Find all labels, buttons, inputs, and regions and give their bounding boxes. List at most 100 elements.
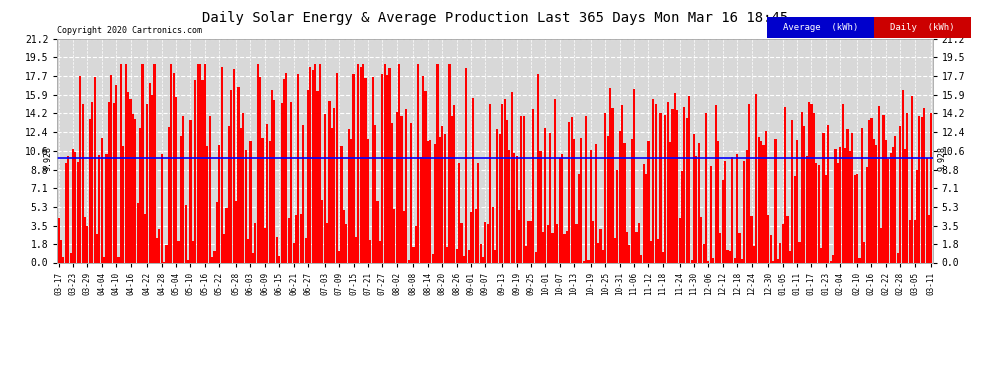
Bar [669,142,671,262]
Bar [482,257,484,262]
Bar [369,240,371,262]
Bar [808,102,810,262]
Bar [722,180,724,262]
Bar [739,233,741,262]
Bar [189,120,192,262]
Bar [343,210,346,262]
Bar [391,123,393,262]
Bar [691,260,693,262]
Text: Daily  (kWh): Daily (kWh) [890,22,955,32]
Bar [139,129,142,262]
Bar [314,64,316,262]
Bar [511,93,513,262]
Bar [228,126,230,262]
Bar [583,261,585,262]
Bar [649,242,652,262]
Bar [118,257,120,262]
Bar [388,68,391,262]
Bar [96,234,98,262]
Bar [113,104,115,262]
Bar [602,250,604,262]
Bar [540,151,542,262]
Bar [204,64,206,262]
Bar [142,64,144,262]
Bar [319,64,321,262]
Bar [160,154,162,262]
Bar [422,76,424,262]
Bar [654,104,656,262]
Bar [844,148,846,262]
Bar [757,137,760,262]
Bar [405,109,407,262]
Bar [295,214,297,262]
Bar [794,176,796,262]
Bar [568,122,570,262]
Bar [580,138,582,262]
Bar [400,116,403,262]
Bar [86,226,88,262]
Bar [331,128,333,262]
Bar [693,134,695,262]
Bar [312,70,314,262]
Bar [364,78,366,262]
Bar [644,174,647,262]
Bar [678,218,681,262]
Bar [194,80,196,262]
Bar [475,209,477,262]
Bar [931,114,933,262]
Bar [535,252,537,262]
Bar [789,251,791,262]
Bar [830,261,832,262]
Bar [877,105,880,262]
Bar [566,231,568,262]
Bar [815,163,818,262]
Bar [467,250,469,262]
Bar [326,222,329,262]
Bar [206,146,208,262]
Bar [285,73,287,262]
Bar [130,99,132,262]
Bar [909,220,911,262]
Bar [322,200,324,262]
Bar [592,221,594,262]
Bar [235,201,238,262]
Bar [911,96,914,262]
Bar [506,120,508,262]
Bar [271,90,273,262]
Bar [362,64,364,262]
Bar [415,226,417,262]
Bar [127,92,130,262]
Bar [712,258,714,262]
Bar [720,233,722,262]
Bar [182,116,184,262]
Bar [288,218,290,262]
Bar [408,260,410,262]
Bar [885,140,887,262]
Bar [89,119,91,262]
Bar [384,64,386,262]
Bar [249,141,251,262]
Bar [825,175,827,262]
Bar [837,163,839,262]
Bar [175,97,177,262]
Bar [91,102,93,262]
Bar [705,113,707,262]
Bar [585,116,587,262]
Bar [828,125,830,262]
Bar [172,73,175,262]
Bar [553,99,556,262]
Bar [165,245,167,262]
Bar [259,77,261,262]
Bar [64,163,67,262]
Bar [760,141,762,262]
Bar [508,150,511,262]
Bar [305,237,307,262]
Bar [820,248,822,262]
Bar [261,138,263,262]
Bar [659,112,661,262]
Bar [683,107,685,262]
Bar [769,234,772,262]
Bar [420,157,422,262]
Bar [448,64,450,262]
Bar [278,256,280,262]
